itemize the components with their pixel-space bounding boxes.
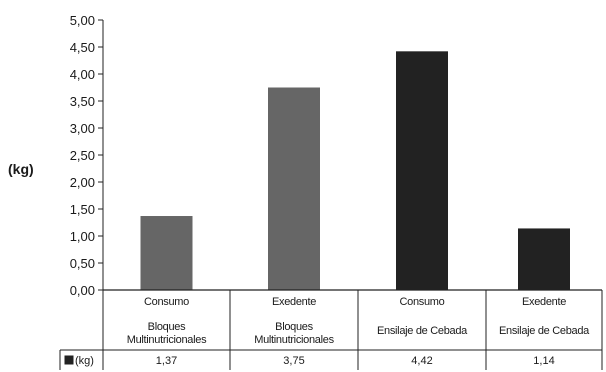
y-tick-label: 4,50 [70, 40, 95, 55]
y-tick-label: 3,00 [70, 121, 95, 136]
x-category-label: Exedente Ensilaje de Cebada [499, 296, 590, 337]
bar [140, 216, 193, 290]
y-tick-label: 3,50 [70, 94, 95, 109]
x-category-label: Exedente Bloques Multinutricionales [254, 296, 334, 346]
y-tick-label: 2,50 [70, 148, 95, 163]
y-tick-label: 0,50 [70, 256, 95, 271]
data-value-label: 1,37 [156, 355, 177, 367]
y-tick-label: 1,00 [70, 229, 95, 244]
bar [268, 87, 320, 290]
x-category-label: Consumo Bloques Multinutricionales [127, 296, 207, 346]
y-tick-label: 0,00 [70, 283, 95, 298]
data-value-label: 1,14 [533, 355, 554, 367]
bar [518, 228, 570, 290]
data-row-header: (kg) [75, 355, 94, 367]
bar [396, 51, 448, 290]
y-tick-label: 1,50 [70, 202, 95, 217]
legend-key [64, 355, 74, 365]
data-value-label: 3,75 [283, 355, 304, 367]
data-value-label: 4,42 [411, 355, 432, 367]
x-category-label: Consumo Ensilaje de Cebada [377, 296, 468, 337]
y-axis-label: (kg) [8, 161, 34, 177]
y-tick-label: 4,00 [70, 67, 95, 82]
y-tick-label: 5,00 [70, 13, 95, 28]
y-tick-label: 2,00 [70, 175, 95, 190]
